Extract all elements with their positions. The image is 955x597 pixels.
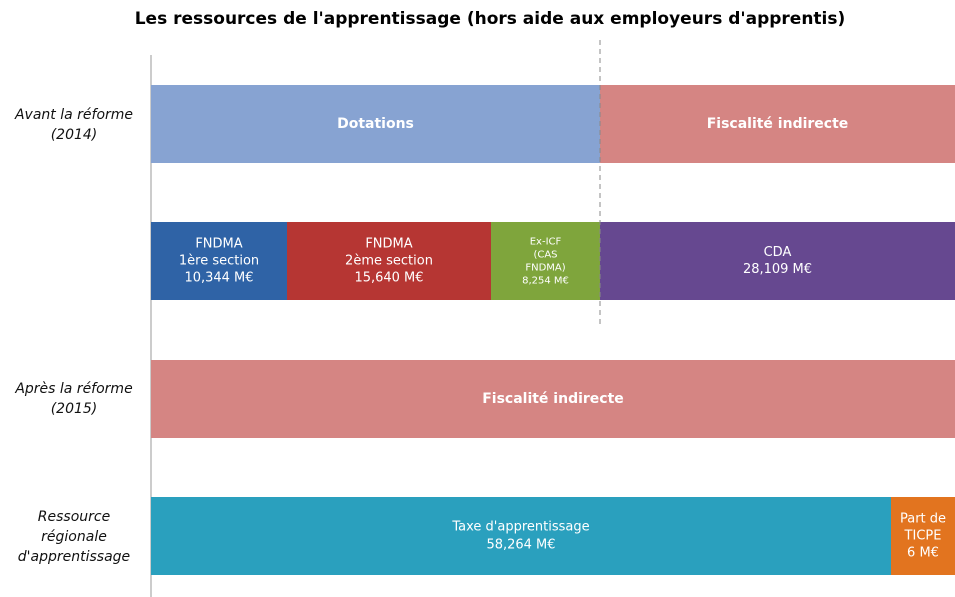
segment-label: 28,109 M€ (743, 262, 812, 277)
segment-label: Fiscalité indirecte (707, 116, 849, 132)
segment-label: 10,344 M€ (184, 271, 253, 286)
row-label: (2015) (51, 401, 98, 417)
segment-label: 58,264 M€ (486, 538, 555, 553)
segment-label: 15,640 M€ (354, 271, 423, 286)
segment (151, 85, 600, 163)
row-label: Ressource (38, 509, 110, 525)
segment (491, 222, 600, 300)
segment-label: FNDMA) (525, 263, 565, 274)
segment (151, 497, 891, 575)
title: Les ressources de l'apprentissage (hors … (135, 9, 846, 29)
segment-label: 6 M€ (907, 546, 939, 561)
segment-label: 8,254 M€ (522, 276, 569, 287)
segment-label: CDA (764, 245, 792, 260)
segment-label: TICPE (904, 529, 942, 544)
segment (151, 222, 287, 300)
row-label: Après la réforme (14, 381, 132, 397)
row-label: régionale (41, 529, 107, 545)
row-label: (2014) (51, 127, 98, 143)
segment (600, 222, 955, 300)
row-label: Avant la réforme (14, 107, 133, 123)
segment (891, 497, 955, 575)
segment (600, 85, 955, 163)
segment-label: 2ème section (345, 254, 433, 269)
segment-label: FNDMA (195, 237, 242, 252)
row-label: d'apprentissage (18, 549, 130, 565)
segment-label: FNDMA (365, 237, 412, 252)
segment-label: Ex-ICF (530, 237, 562, 248)
segment (151, 360, 955, 438)
segment-label: Dotations (337, 116, 414, 132)
segment-label: (CAS (533, 250, 557, 261)
segment-label: Fiscalité indirecte (482, 391, 624, 407)
segment-label: Part de (900, 512, 946, 527)
segment-label: Taxe d'apprentissage (451, 520, 589, 535)
segment (287, 222, 491, 300)
segment-label: 1ère section (179, 254, 259, 269)
